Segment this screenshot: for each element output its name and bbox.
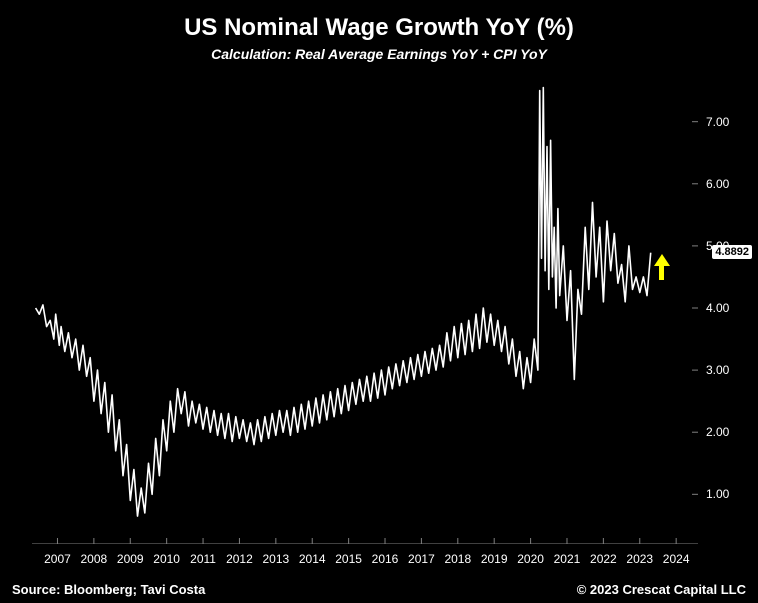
chart-subtitle: Calculation: Real Average Earnings YoY +…	[0, 46, 758, 62]
y-axis-ticks: 1.002.003.004.005.006.007.00	[706, 72, 750, 544]
x-tick-label: 2007	[44, 552, 71, 566]
y-tick-label: 7.00	[706, 115, 729, 129]
x-tick-label: 2021	[554, 552, 581, 566]
x-tick-label: 2023	[626, 552, 653, 566]
y-tick-label: 6.00	[706, 177, 729, 191]
chart-plot-area	[32, 72, 698, 544]
x-tick-label: 2009	[117, 552, 144, 566]
chart-frame: { "title": "US Nominal Wage Growth YoY (…	[0, 0, 758, 603]
x-axis-ticks: 2007 2008 2009 2010 2011 2012 2013 2014 2015 2016…	[32, 552, 698, 572]
x-tick-label: 2018	[444, 552, 471, 566]
x-tick-label: 2011	[190, 552, 216, 566]
last-value-badge: 4.8892	[712, 245, 752, 259]
x-tick-label: 2020	[517, 552, 544, 566]
x-tick-label: 2024	[663, 552, 690, 566]
chart-title: US Nominal Wage Growth YoY (%)	[0, 14, 758, 42]
source-text: Source: Bloomberg; Tavi Costa	[12, 582, 205, 597]
x-tick-label: 2010	[153, 552, 180, 566]
y-tick-label: 4.00	[706, 301, 729, 315]
x-tick-label: 2015	[335, 552, 362, 566]
x-tick-label: 2016	[372, 552, 399, 566]
copyright-text: © 2023 Crescat Capital LLC	[577, 582, 746, 597]
x-tick-label: 2012	[226, 552, 253, 566]
x-tick-label: 2022	[590, 552, 617, 566]
x-tick-label: 2013	[262, 552, 289, 566]
x-tick-label: 2008	[81, 552, 108, 566]
x-tick-label: 2014	[299, 552, 326, 566]
x-tick-label: 2019	[481, 552, 508, 566]
chart-svg	[32, 72, 698, 544]
y-tick-label: 3.00	[706, 363, 729, 377]
x-tick-label: 2017	[408, 552, 435, 566]
y-tick-label: 2.00	[706, 425, 729, 439]
y-tick-label: 1.00	[706, 487, 729, 501]
